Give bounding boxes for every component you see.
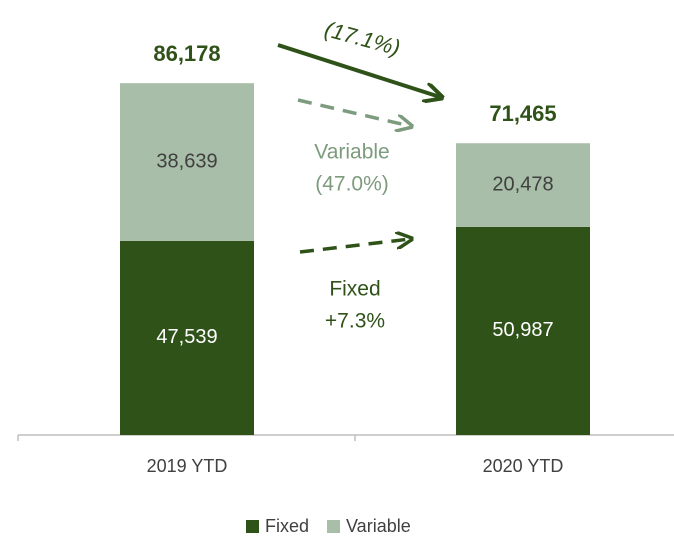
annotation: Variable bbox=[314, 141, 390, 164]
total-arrow bbox=[277, 43, 440, 97]
bar-segment bbox=[456, 226, 590, 435]
data-label: 38,639 bbox=[156, 150, 217, 172]
bar-segment bbox=[120, 240, 254, 435]
total-label: 86,178 bbox=[153, 41, 220, 66]
annotation: (17.1%) bbox=[322, 16, 403, 60]
bar-segment bbox=[120, 83, 254, 241]
annotation: Fixed bbox=[329, 278, 380, 301]
total-label: 71,465 bbox=[489, 101, 556, 126]
legend-swatch bbox=[327, 520, 341, 533]
data-label: 50,987 bbox=[492, 319, 553, 341]
data-label: 20,478 bbox=[492, 173, 553, 195]
legend-label: Variable bbox=[346, 516, 411, 536]
annotation: (47.0%) bbox=[315, 173, 389, 196]
annotation: +7.3% bbox=[325, 310, 385, 333]
x-tick-label: 2019 YTD bbox=[147, 456, 228, 476]
bar-segment bbox=[456, 143, 590, 227]
data-label: 47,539 bbox=[156, 326, 217, 348]
legend-label: Fixed bbox=[265, 516, 309, 536]
variable-arrow bbox=[297, 98, 410, 126]
legend-swatch bbox=[246, 520, 259, 533]
x-tick-label: 2020 YTD bbox=[483, 456, 564, 476]
fixed-arrow bbox=[299, 239, 410, 254]
